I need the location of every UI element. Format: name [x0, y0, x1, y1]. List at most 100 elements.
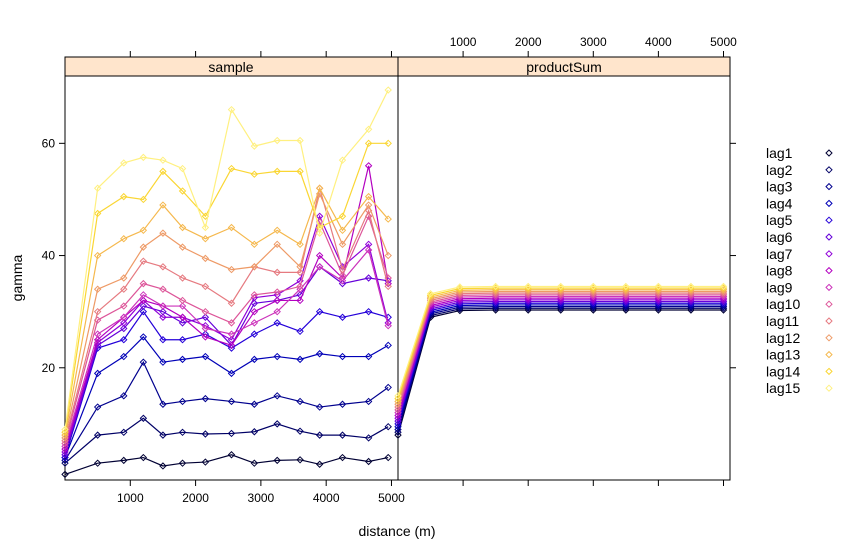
sample-point-lag15: [364, 125, 373, 134]
sample-point-lag2: [159, 431, 167, 439]
sample-point-lag1: [139, 453, 148, 462]
sample-point-lag12: [201, 254, 210, 263]
sample-point-lag13: [296, 240, 304, 249]
legend-label-lag10: lag10: [766, 296, 800, 312]
model-point-lag15: [524, 282, 532, 291]
sample-point-lag3: [61, 456, 69, 465]
model-point-lag15: [719, 282, 728, 291]
sample-point-lag2: [201, 430, 210, 438]
sample-point-lag14: [250, 170, 259, 178]
sample-point-lag10: [296, 282, 304, 291]
model-line-lag3: [397, 306, 724, 430]
sample-point-lag15: [273, 136, 281, 145]
sample-point-lag7: [159, 313, 167, 321]
legend-label-lag14: lag14: [766, 363, 800, 379]
sample-point-lag5: [364, 307, 373, 316]
sample-point-lag11: [178, 274, 187, 282]
sample-line-lag4: [64, 336, 389, 458]
sample-point-lag3: [296, 397, 304, 406]
sample-point-lag9: [120, 313, 128, 321]
legend-marker-lag1: [825, 149, 833, 157]
legend-marker-lag7: [825, 250, 833, 258]
sample-point-lag14: [178, 187, 187, 195]
model-point-lag3: [394, 425, 402, 434]
model-point-lag7: [394, 414, 402, 422]
sample-point-lag14: [364, 139, 373, 148]
sample-point-lag15: [93, 184, 102, 192]
sample-point-lag14: [296, 167, 304, 176]
sample-point-lag3: [139, 358, 148, 366]
model-point-lag15: [491, 282, 500, 291]
sample-point-lag5: [227, 344, 236, 352]
sample-point-lag8: [178, 313, 187, 321]
legend-marker-lag10: [825, 300, 833, 308]
x-tick-label: 4000: [645, 35, 672, 49]
sample-point-lag4: [364, 352, 373, 361]
legend-label-lag5: lag5: [766, 212, 793, 228]
sample-point-lag11: [201, 282, 210, 291]
sample-point-lag1: [384, 453, 392, 462]
sample-point-lag12: [273, 240, 281, 249]
model-point-lag9: [394, 408, 402, 417]
sample-point-lag1: [273, 456, 281, 465]
legend-label-lag11: lag11: [766, 313, 799, 329]
sample-point-lag14: [139, 195, 148, 204]
sample-point-lag15: [201, 223, 210, 232]
model-point-lag11: [394, 403, 402, 411]
legend-marker-lag9: [825, 283, 833, 292]
sample-point-lag11: [273, 268, 281, 277]
legend-label-lag9: lag9: [766, 279, 793, 295]
sample-point-lag1: [120, 456, 128, 465]
sample-point-lag4: [384, 341, 392, 350]
series-lag9: [61, 246, 728, 451]
sample-point-lag13: [201, 235, 210, 243]
sample-point-lag5: [250, 330, 259, 338]
sample-point-lag5: [338, 313, 347, 321]
legend-marker-lag6: [825, 233, 833, 241]
sample-point-lag14: [227, 164, 236, 173]
sample-point-lag9: [338, 277, 347, 285]
sample-point-lag13: [227, 223, 236, 232]
sample-point-lag12: [364, 201, 373, 209]
sample-point-lag3: [120, 392, 128, 400]
sample-point-lag12: [120, 274, 128, 282]
sample-point-lag1: [296, 456, 304, 464]
sample-point-lag12: [139, 243, 148, 251]
sample-point-lag12: [384, 251, 392, 260]
legend-label-lag15: lag15: [766, 380, 800, 396]
sample-point-lag6: [338, 279, 347, 288]
legend-label-lag12: lag12: [766, 330, 800, 346]
sample-point-lag13: [250, 240, 259, 249]
legend-marker-lag12: [825, 334, 833, 342]
sample-point-lag14: [273, 167, 281, 176]
sample-point-lag3: [178, 397, 187, 406]
sample-point-lag8: [364, 162, 373, 170]
model-line-lag1: [397, 309, 724, 436]
sample-point-lag8: [250, 307, 259, 316]
model-line-lag2: [397, 307, 724, 433]
series-lag2: [61, 304, 728, 467]
sample-point-lag2: [273, 420, 281, 428]
sample-line-lag15: [64, 89, 389, 430]
sample-point-lag3: [273, 392, 281, 400]
sample-point-lag3: [201, 394, 210, 403]
series-lag1: [61, 306, 728, 479]
sample-point-lag14: [159, 167, 167, 176]
sample-point-lag10: [139, 279, 148, 288]
sample-point-lag3: [315, 403, 324, 411]
sample-point-lag15: [120, 159, 128, 167]
x-tick-label: 5000: [710, 35, 737, 49]
x-tick-label: 1000: [117, 491, 144, 505]
sample-point-lag15: [296, 136, 304, 145]
sample-point-lag5: [61, 453, 69, 462]
strip-label-sample: sample: [208, 59, 253, 75]
sample-point-lag13: [139, 226, 148, 235]
sample-point-lag13: [273, 226, 281, 235]
series-lag3: [61, 302, 728, 465]
legend-marker-lag2: [825, 166, 833, 174]
sample-point-lag2: [61, 459, 69, 467]
sample-point-lag9: [159, 302, 167, 310]
legend-marker-lag15: [825, 384, 833, 392]
sample-point-lag4: [273, 352, 281, 361]
